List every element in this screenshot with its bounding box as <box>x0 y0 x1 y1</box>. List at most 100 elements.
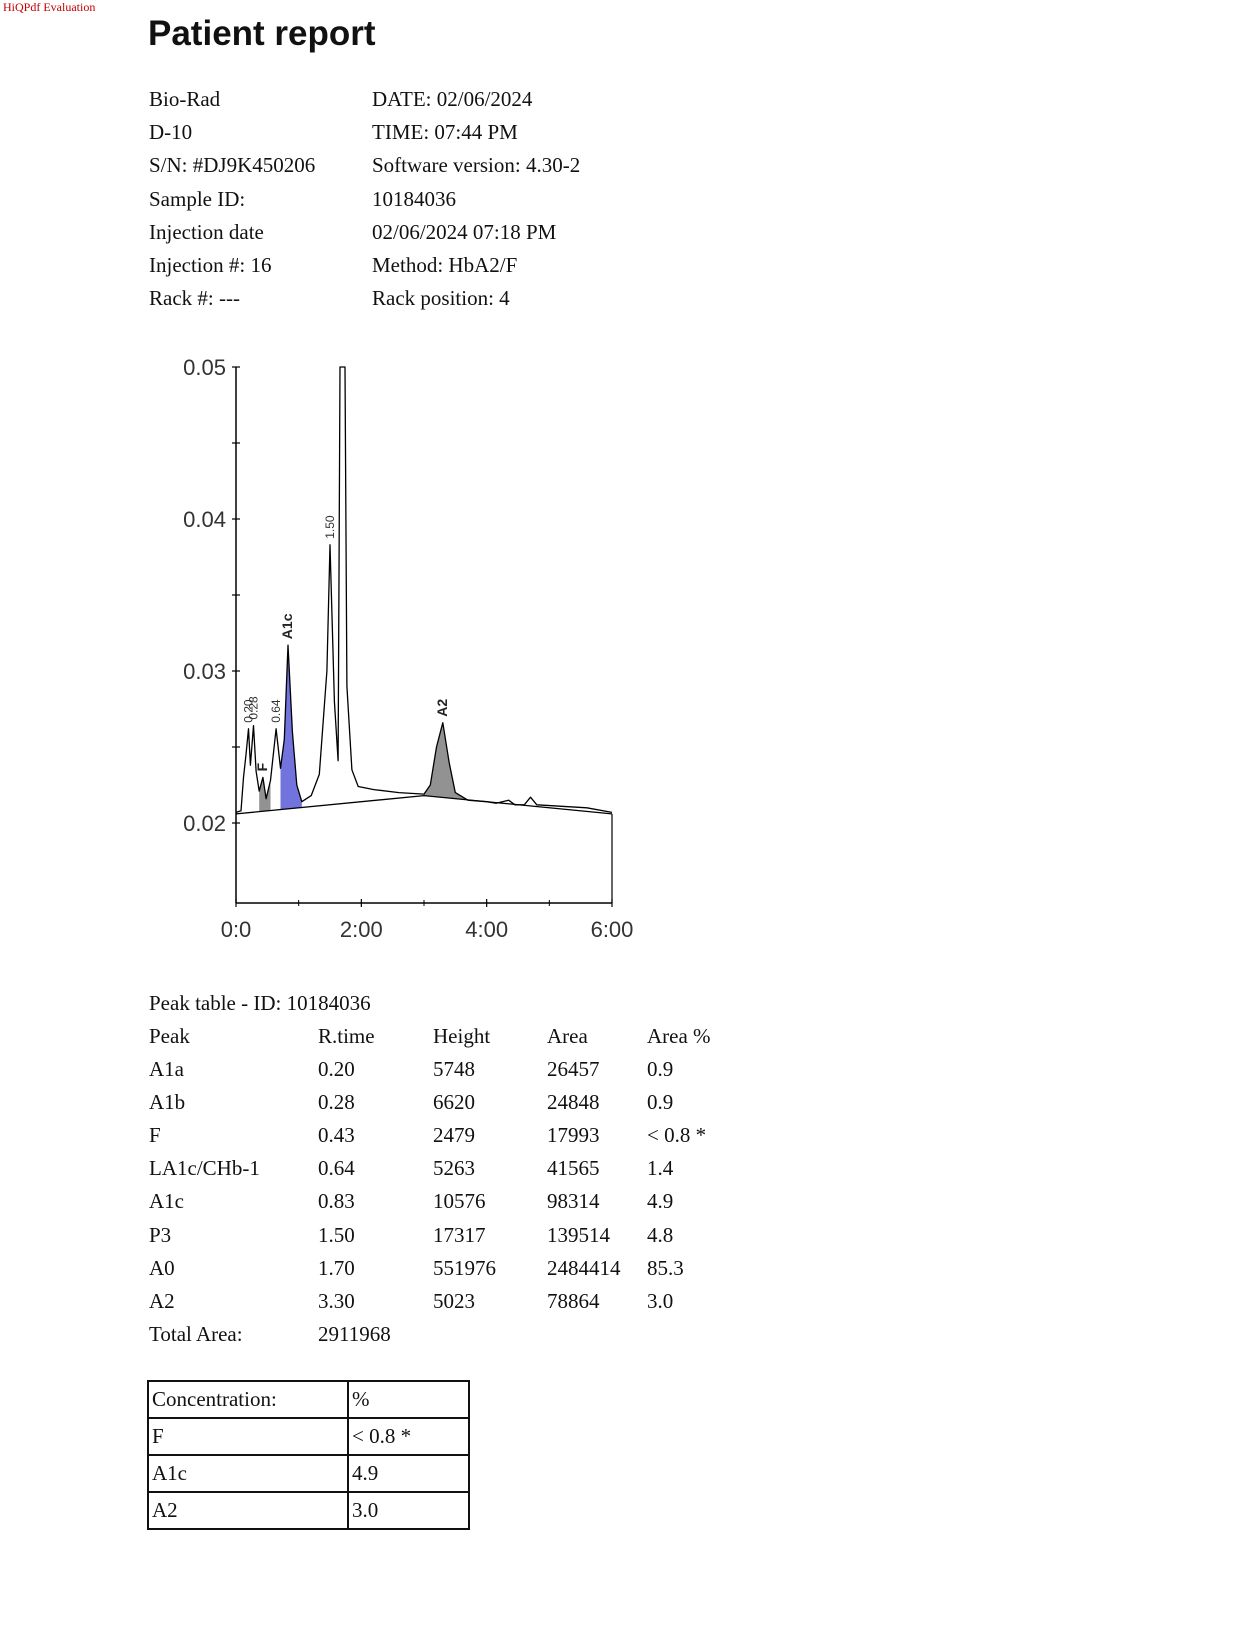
table-cell: 4.9 <box>647 1189 674 1214</box>
table-cell: 0.20 <box>318 1057 355 1082</box>
table-cell: 4.9 <box>347 1454 470 1493</box>
info-row: Sample ID: 10184036 <box>149 183 580 216</box>
y-tick-label: 0.02 <box>183 811 226 836</box>
table-cell: 0.64 <box>318 1156 355 1181</box>
header-cell: Area % <box>647 1024 711 1048</box>
table-row: P3 1.50 17317 139514 4.8 <box>149 1219 737 1252</box>
table-cell: P3 <box>149 1222 172 1247</box>
peak-label: 0.28 <box>247 696 261 720</box>
table-row: A0 1.70 551976 2484414 85.3 <box>149 1252 737 1285</box>
table-cell: 551976 <box>433 1255 496 1280</box>
peak-shading-a2 <box>424 722 468 801</box>
table-row: LA1c/CHb-1 0.64 5263 41565 1.4 <box>149 1152 737 1185</box>
x-tick-label: 6:00 <box>591 917 634 942</box>
x-tick-label: 4:00 <box>465 917 508 942</box>
table-cell: A1a <box>149 1057 184 1082</box>
info-row: D-10 TIME: 07:44 PM <box>149 116 580 149</box>
table-cell: 0.9 <box>647 1090 674 1115</box>
info-label: D-10 <box>149 120 193 145</box>
info-value: TIME: 07:44 PM <box>372 120 518 145</box>
table-row: A1a 0.20 5748 26457 0.9 <box>149 1053 737 1086</box>
y-tick-label: 0.03 <box>183 659 226 684</box>
peak-label: F <box>254 762 270 771</box>
table-row: A1c 0.83 10576 98314 4.9 <box>149 1185 737 1218</box>
info-value: Software version: 4.30-2 <box>372 153 581 178</box>
info-label: S/N: #DJ9K450206 <box>149 153 316 178</box>
info-label: Injection #: 16 <box>149 252 272 277</box>
baseline-line <box>235 794 613 815</box>
table-cell: < 0.8 * <box>647 1123 707 1148</box>
header-cell: R.time <box>318 1024 375 1048</box>
table-cell: 0.43 <box>318 1123 355 1148</box>
table-row: F < 0.8 * <box>147 1417 470 1456</box>
table-cell: A1c <box>147 1454 349 1493</box>
table-cell: 98314 <box>547 1189 600 1214</box>
header-cell: Peak <box>149 1024 190 1048</box>
concentration-header-label: Concentration: <box>147 1380 349 1419</box>
table-cell: 85.3 <box>647 1255 684 1280</box>
info-value: DATE: 02/06/2024 <box>372 87 533 111</box>
table-cell: A1b <box>149 1090 186 1115</box>
info-row: Rack #: --- Rack position: 4 <box>149 282 580 315</box>
table-cell: 24848 <box>547 1090 600 1115</box>
info-row: Bio-Rad DATE: 02/06/2024 <box>149 83 580 116</box>
table-cell: 139514 <box>547 1222 610 1247</box>
table-cell: A2 <box>149 1288 175 1313</box>
concentration-header-row: Concentration: % <box>147 1380 470 1419</box>
table-cell: 2484414 <box>547 1255 621 1280</box>
table-cell: 6620 <box>433 1090 475 1115</box>
table-cell: 5748 <box>433 1057 475 1082</box>
table-cell: A1c <box>149 1189 184 1214</box>
table-row: A1c 4.9 <box>147 1454 470 1493</box>
table-cell: 0.83 <box>318 1189 355 1214</box>
total-area-row: Total Area: 2911968 <box>149 1318 737 1351</box>
table-cell: 78864 <box>547 1288 600 1313</box>
peak-label: A2 <box>434 699 450 717</box>
total-area-value: 2911968 <box>318 1321 391 1346</box>
page-title: Patient report <box>148 14 376 53</box>
peak-table: Peak table - ID: 10184036 Peak R.time Heig… <box>149 987 737 1351</box>
table-cell: 4.8 <box>647 1222 674 1247</box>
table-cell: 3.0 <box>647 1288 674 1313</box>
table-cell: < 0.8 * <box>347 1417 470 1456</box>
peak-label: 0.20 <box>241 699 255 723</box>
peak-label: 1.50 <box>323 515 337 539</box>
table-row: A2 3.0 <box>147 1491 470 1530</box>
chromatogram-line <box>235 366 613 814</box>
y-tick-label: 0.05 <box>183 355 226 380</box>
table-cell: 1.50 <box>318 1222 355 1247</box>
info-row: Injection #: 16 Method: HbA2/F <box>149 249 580 282</box>
table-cell: 3.30 <box>318 1288 355 1313</box>
info-value: 02/06/2024 07:18 PM <box>372 219 557 244</box>
y-tick-label: 0.04 <box>183 507 226 532</box>
table-row: F 0.43 2479 17993 < 0.8 * <box>149 1119 737 1152</box>
concentration-table: Concentration: % F < 0.8 * A1c 4.9 A2 3.… <box>147 1380 470 1530</box>
table-cell: 5263 <box>433 1156 475 1181</box>
table-cell: F <box>147 1417 349 1456</box>
info-label: Sample ID: <box>149 186 246 211</box>
concentration-header-unit: % <box>347 1380 470 1419</box>
table-cell: A0 <box>149 1255 175 1280</box>
table-cell: 10576 <box>433 1189 486 1214</box>
header-cell: Area <box>547 1024 588 1048</box>
table-cell: 1.4 <box>647 1156 674 1181</box>
info-label: Bio-Rad <box>149 87 221 111</box>
table-cell: LA1c/CHb-1 <box>149 1156 260 1181</box>
table-cell: 2479 <box>433 1123 475 1148</box>
info-label: Rack #: --- <box>149 286 240 311</box>
table-cell: A2 <box>147 1491 349 1530</box>
table-cell: 0.9 <box>647 1057 674 1082</box>
peak-label: A1c <box>279 613 295 639</box>
peak-table-header: Peak R.time Height Area Area % <box>149 1020 737 1053</box>
chromatogram-svg: 0.05 0.04 0.03 0.02 0:0 2:00 4:00 6:00 0.200.28 F… <box>183 355 634 942</box>
report-info: Bio-Rad DATE: 02/06/2024 D-10 TIME: 07:44 … <box>149 83 580 315</box>
x-tick-label: 2:00 <box>340 917 383 942</box>
table-cell: 1.70 <box>318 1255 355 1280</box>
table-cell: 3.0 <box>347 1491 470 1530</box>
table-row: A1b 0.28 6620 24848 0.9 <box>149 1086 737 1119</box>
info-row: S/N: #DJ9K450206 Software version: 4.30-2 <box>149 149 580 182</box>
table-row: A2 3.30 5023 78864 3.0 <box>149 1285 737 1318</box>
table-cell: 5023 <box>433 1288 475 1313</box>
info-value: 10184036 <box>372 186 456 211</box>
table-cell: 26457 <box>547 1057 600 1082</box>
